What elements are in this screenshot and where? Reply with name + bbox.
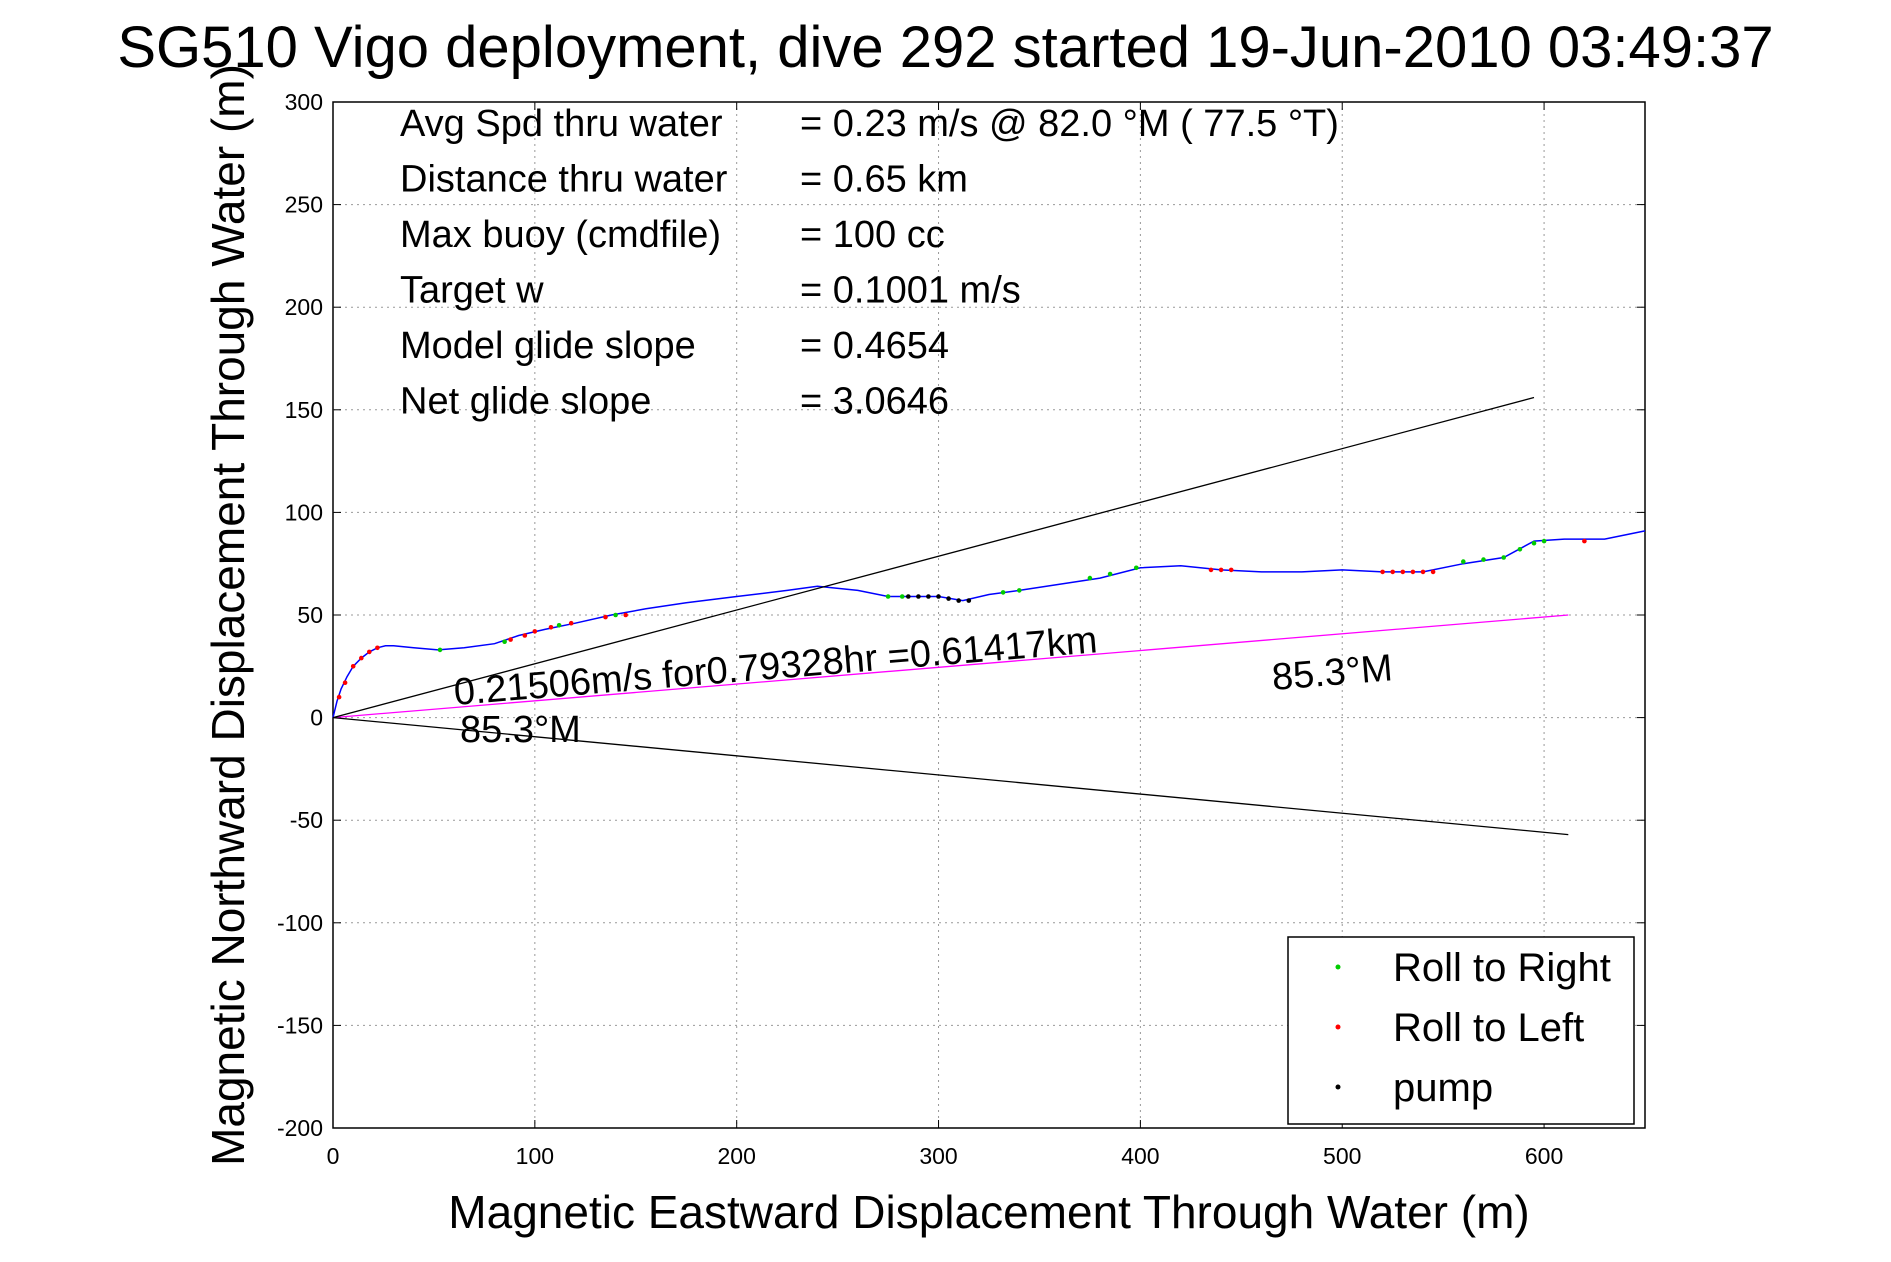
marker-roll-to-right — [613, 612, 618, 618]
marker-roll-to-right — [1541, 538, 1547, 544]
legend-marker — [1335, 964, 1341, 970]
marker-roll-to-left — [350, 664, 356, 669]
marker-roll-to-left — [1208, 567, 1214, 573]
x-tick-label: 100 — [516, 1143, 554, 1169]
marker-roll-to-left — [375, 645, 380, 651]
axis-ticks: 0 100 200 300 400 500 600300250200150100500-50… — [277, 89, 1645, 1169]
marker-roll-to-left — [367, 649, 372, 655]
marker-roll-to-left — [336, 694, 342, 700]
x-tick-label: 200 — [718, 1143, 756, 1169]
marker-roll-to-left — [568, 620, 574, 626]
legend-box — [1287, 936, 1635, 1125]
page-title: SG510 Vigo deployment, dive 292 started … — [117, 15, 1774, 80]
y-axis-label: Magnetic Northward Displacement Through … — [202, 64, 254, 1166]
series-line-lower-bound — [332, 716, 1569, 836]
legend-label: Roll to Left — [1393, 1006, 1584, 1050]
marker-roll-to-left — [1420, 569, 1426, 575]
marker-roll-to-right — [1531, 540, 1537, 546]
marker-roll-to-right — [502, 639, 507, 644]
stats-block: Avg Spd thru water = 0.23 m/s @ 82.0 °M (… — [400, 103, 1339, 423]
marker-roll-to-right — [885, 594, 891, 599]
marker-roll-to-left — [1400, 569, 1406, 575]
marker-pump — [956, 598, 961, 603]
x-tick-label: 400 — [1121, 1143, 1159, 1169]
stat-label: Avg Spd thru water — [400, 103, 723, 145]
series-line-track — [332, 530, 1646, 718]
y-tick-label: 0 — [310, 705, 323, 731]
stat-value: = 0.4654 — [800, 325, 949, 367]
legend: Roll to Right Roll to Left pump — [1287, 936, 1635, 1125]
legend-label: Roll to Right — [1393, 946, 1611, 990]
stat-label: Distance thru water — [400, 159, 728, 201]
marker-roll-to-left — [522, 633, 528, 638]
legend-label: pump — [1393, 1066, 1493, 1110]
y-tick-label: -100 — [277, 910, 323, 936]
marker-roll-to-right — [1481, 557, 1486, 562]
stat-value: = 0.1001 m/s — [800, 270, 1021, 312]
stat-label: Model glide slope — [400, 325, 696, 367]
marker-roll-to-left — [1228, 567, 1234, 573]
y-tick-label: 300 — [285, 89, 323, 115]
x-axis-label: Magnetic Eastward Displacement Through W… — [448, 1186, 1529, 1238]
stat-label: Net glide slope — [400, 381, 651, 423]
marker-roll-to-right — [1461, 559, 1466, 564]
stat-value: = 0.23 m/s @ 82.0 °M ( 77.5 °T) — [800, 103, 1339, 145]
marker-roll-to-left — [623, 612, 628, 618]
stat-label: Max buoy (cmdfile) — [400, 214, 721, 256]
marker-roll-to-right — [1517, 547, 1523, 552]
marker-roll-to-right — [1501, 555, 1506, 560]
marker-roll-to-left — [603, 614, 608, 620]
marker-roll-to-left — [1218, 567, 1224, 573]
marker-roll-to-left — [548, 625, 554, 630]
marker-pump — [926, 594, 931, 599]
x-tick-label: 500 — [1323, 1143, 1361, 1169]
heading-annotation-near: 85.3°M — [460, 709, 581, 751]
marker-pump — [966, 598, 972, 603]
marker-roll-to-left — [1390, 569, 1395, 575]
y-tick-label: 50 — [297, 602, 323, 628]
marker-roll-to-right — [1000, 590, 1006, 595]
y-tick-label: 150 — [285, 397, 323, 423]
stat-label: Target w — [400, 270, 544, 312]
y-tick-label: -50 — [290, 807, 323, 833]
x-tick-label: 300 — [919, 1143, 957, 1169]
marker-roll-to-left — [1410, 569, 1416, 575]
marker-roll-to-left — [359, 655, 364, 661]
marker-roll-to-right — [1087, 575, 1093, 581]
marker-roll-to-left — [1430, 569, 1436, 575]
marker-roll-to-left — [508, 637, 513, 642]
marker-pump — [916, 594, 921, 599]
lines — [332, 396, 1646, 836]
marker-pump — [906, 594, 911, 599]
x-tick-label: 0 — [327, 1143, 340, 1169]
y-tick-label: -150 — [277, 1012, 323, 1038]
heading-annotation-far: 85.3°M — [1270, 647, 1394, 699]
y-tick-label: 100 — [285, 499, 323, 525]
marker-roll-to-right — [1017, 588, 1022, 593]
legend-marker — [1335, 1024, 1341, 1030]
marker-pump — [946, 596, 951, 601]
marker-roll-to-left — [532, 629, 538, 634]
series-line-current — [332, 614, 1569, 719]
marker-pump — [936, 594, 941, 599]
marker-roll-to-right — [1107, 571, 1113, 577]
stat-value: = 0.65 km — [800, 159, 968, 201]
marker-roll-to-left — [1380, 569, 1385, 575]
series-line-upper-bound — [332, 396, 1535, 719]
marker-roll-to-right — [556, 623, 562, 628]
marker-roll-to-left — [342, 680, 348, 685]
stat-value: = 3.0646 — [800, 381, 949, 423]
y-tick-label: -200 — [277, 1115, 323, 1141]
markers — [336, 538, 1587, 700]
marker-roll-to-left — [1582, 538, 1587, 544]
marker-roll-to-right — [437, 647, 443, 653]
marker-roll-to-right — [899, 594, 905, 599]
legend-marker — [1335, 1084, 1341, 1090]
y-tick-label: 250 — [285, 192, 323, 218]
x-tick-label: 600 — [1525, 1143, 1563, 1169]
stat-value: = 100 cc — [800, 214, 945, 256]
marker-roll-to-right — [1134, 565, 1139, 571]
y-tick-label: 200 — [285, 294, 323, 320]
